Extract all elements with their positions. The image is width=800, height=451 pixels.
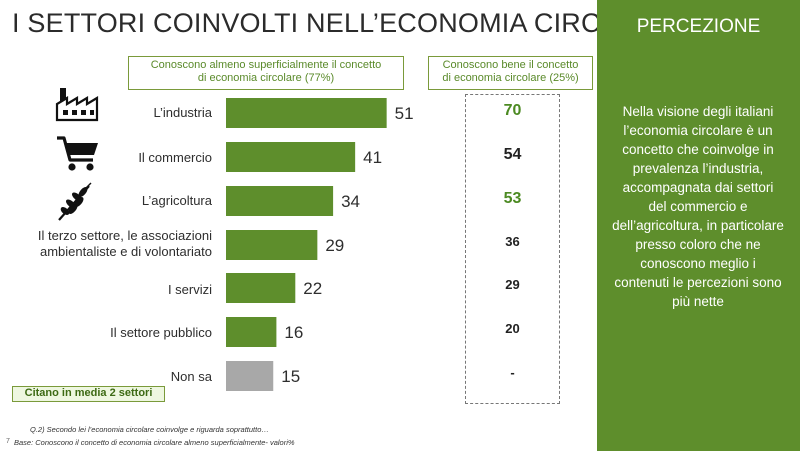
bar-industria: [226, 98, 387, 128]
panel-title: PERCEZIONE: [636, 16, 761, 37]
base-note: Base: Conoscono il concetto di economia …: [14, 438, 295, 447]
question-note: Q.2) Secondo lei l’economia circolare co…: [30, 425, 269, 434]
bar-commercio: [226, 142, 356, 172]
factory-icon: [55, 88, 99, 122]
deep-value-terzo-settore: 36: [505, 234, 520, 249]
bar-value-terzo-settore: 29: [325, 236, 344, 255]
bar-terzo-settore: [226, 230, 318, 260]
series-header-deep-line1: Conoscono bene il concetto: [442, 59, 579, 71]
deep-value-non-sa: -: [510, 365, 515, 380]
wheat-icon: [58, 182, 92, 221]
page-number: 7: [6, 438, 10, 445]
category-label-settore-pubblico: Il settore pubblico: [110, 325, 212, 340]
bar-value-industria: 51: [395, 104, 414, 123]
series-header-deep-line2: di economia circolare (25%): [442, 72, 579, 84]
bar-value-settore-pubblico: 16: [284, 323, 303, 342]
series-header-superficial-line1: Conoscono almeno superficialmente il con…: [150, 59, 382, 71]
bar-value-servizi: 22: [303, 279, 322, 298]
deep-knowledge-table: [465, 94, 560, 404]
series-header-superficial-line2: di economia circolare (77%): [197, 72, 335, 84]
bar-chart: 51 41 34 29 22 16 15: [226, 98, 414, 391]
deep-value-settore-pubblico: 20: [505, 321, 520, 336]
bar-non-sa: [226, 361, 274, 391]
series-header-deep: Conoscono bene il concetto di economia c…: [428, 56, 593, 90]
category-label-industria: L’industria: [153, 105, 212, 120]
deep-value-agricoltura: 53: [503, 190, 522, 207]
category-label-commercio: Il commercio: [138, 150, 212, 165]
bar-settore-pubblico: [226, 317, 277, 347]
series-header-superficial: Conoscono almeno superficialmente il con…: [128, 56, 404, 90]
category-label-servizi: I servizi: [167, 282, 212, 297]
deep-value-commercio: 54: [503, 146, 522, 163]
bar-agricoltura: [226, 186, 334, 216]
deep-value-servizi: 29: [505, 277, 520, 292]
perception-panel: [597, 0, 800, 451]
shopping-cart-icon: [57, 136, 98, 171]
category-label-terzo-settore: Il terzo settore, le associazioni ambien…: [37, 228, 212, 259]
page-title: I SETTORI COINVOLTI NELL’ECONOMIA CIRCOL…: [12, 8, 694, 38]
category-label-agricoltura: L’agricoltura: [141, 193, 212, 208]
panel-text: Nella visione degli italiani l’economia …: [612, 104, 784, 309]
bar-value-non-sa: 15: [281, 367, 300, 386]
bar-value-commercio: 41: [363, 148, 382, 167]
deep-value-industria: 70: [503, 102, 522, 119]
bar-servizi: [226, 273, 296, 303]
category-label-non-sa: Non sa: [170, 369, 212, 384]
bar-value-agricoltura: 34: [341, 192, 360, 211]
average-sectors-badge: Citano in media 2 settori: [12, 386, 165, 402]
